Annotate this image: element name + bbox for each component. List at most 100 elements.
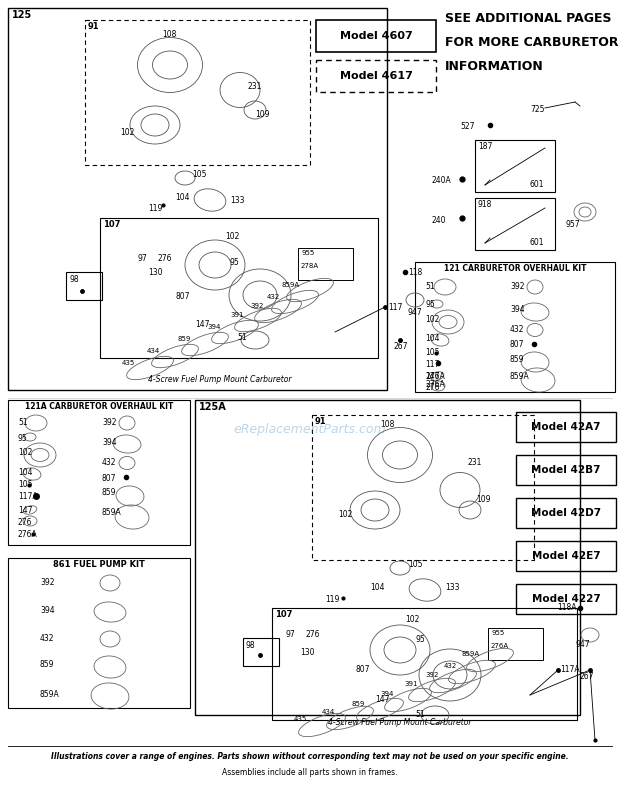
Text: 102: 102 <box>225 232 239 241</box>
Text: 861 FUEL PUMP KIT: 861 FUEL PUMP KIT <box>53 560 145 569</box>
Text: 104: 104 <box>18 468 32 477</box>
Text: 276A: 276A <box>425 372 445 381</box>
Text: 947: 947 <box>407 308 422 317</box>
Text: 51: 51 <box>415 710 425 719</box>
Text: 147: 147 <box>375 695 389 704</box>
Text: 231: 231 <box>468 458 482 467</box>
Text: 187: 187 <box>478 142 492 151</box>
Text: 240A: 240A <box>432 176 452 185</box>
Text: 121 CARBURETOR OVERHAUL KIT: 121 CARBURETOR OVERHAUL KIT <box>444 264 587 273</box>
Bar <box>66 272 102 300</box>
Text: 267: 267 <box>393 342 407 351</box>
Bar <box>316 20 436 52</box>
Text: 51: 51 <box>18 418 28 427</box>
Bar <box>488 628 543 660</box>
Bar <box>516 498 616 528</box>
Text: 807: 807 <box>175 292 190 301</box>
Text: 4-Screw Fuel Pump Mount Carburetor: 4-Screw Fuel Pump Mount Carburetor <box>148 375 292 384</box>
Text: 107: 107 <box>103 220 120 229</box>
Text: 95: 95 <box>415 635 425 644</box>
Text: 125: 125 <box>12 10 32 20</box>
Text: 102: 102 <box>405 615 419 624</box>
Text: 859: 859 <box>102 488 117 497</box>
Text: 725: 725 <box>530 105 544 114</box>
Bar <box>316 60 436 92</box>
Text: 859A: 859A <box>462 651 480 657</box>
Text: Model 42A7: Model 42A7 <box>531 422 601 432</box>
Text: 276A: 276A <box>18 530 38 539</box>
Text: Model 4607: Model 4607 <box>340 31 412 41</box>
Text: 807: 807 <box>510 340 525 349</box>
Bar <box>415 262 615 392</box>
Text: 51: 51 <box>425 282 435 291</box>
Text: FOR MORE CARBURETOR: FOR MORE CARBURETOR <box>445 36 619 49</box>
Text: 117A: 117A <box>560 665 580 674</box>
Text: 601: 601 <box>530 180 544 189</box>
Text: 133: 133 <box>445 583 459 592</box>
Text: 432: 432 <box>510 325 525 334</box>
Text: 91: 91 <box>315 417 327 426</box>
Text: 392: 392 <box>40 578 55 587</box>
Bar <box>312 415 534 560</box>
Text: 133: 133 <box>230 196 244 205</box>
Text: 95: 95 <box>230 258 240 267</box>
Text: 807: 807 <box>355 665 370 674</box>
Text: 859: 859 <box>352 701 365 707</box>
Text: 527: 527 <box>460 122 474 131</box>
Text: Model 42D7: Model 42D7 <box>531 508 601 518</box>
Text: 278A: 278A <box>301 263 319 269</box>
Text: 394: 394 <box>102 438 117 447</box>
Text: 859A: 859A <box>282 282 300 288</box>
Text: 807: 807 <box>102 474 117 483</box>
Text: 918: 918 <box>478 200 492 209</box>
Text: 394: 394 <box>207 324 220 330</box>
Text: 109: 109 <box>476 495 490 504</box>
Text: 267: 267 <box>580 672 595 681</box>
Text: SEE ADDITIONAL PAGES: SEE ADDITIONAL PAGES <box>445 12 611 25</box>
Text: 391: 391 <box>230 312 244 318</box>
Text: 102: 102 <box>120 128 135 137</box>
Text: 432: 432 <box>102 458 117 467</box>
Text: 147: 147 <box>18 506 32 515</box>
Bar <box>272 608 577 720</box>
Bar <box>475 198 555 250</box>
Text: 240: 240 <box>432 216 446 225</box>
Text: 98: 98 <box>69 275 79 284</box>
Text: 105: 105 <box>18 480 32 489</box>
Text: Model 42E7: Model 42E7 <box>532 551 600 561</box>
Bar <box>8 558 190 708</box>
Bar <box>516 455 616 485</box>
Text: Model 4227: Model 4227 <box>531 594 600 604</box>
Text: 955: 955 <box>491 630 504 636</box>
Text: 108: 108 <box>162 30 176 39</box>
Text: 435: 435 <box>122 360 135 366</box>
Bar <box>516 412 616 442</box>
Text: 97: 97 <box>285 630 294 639</box>
Text: 130: 130 <box>148 268 162 277</box>
Bar <box>8 8 387 390</box>
Bar <box>298 248 353 280</box>
Text: 432: 432 <box>40 634 55 643</box>
Text: 117: 117 <box>425 360 440 369</box>
Text: 102: 102 <box>18 448 32 457</box>
Text: 859: 859 <box>177 336 190 342</box>
Text: 392: 392 <box>102 418 117 427</box>
Text: 276: 276 <box>158 254 172 263</box>
Text: 435: 435 <box>294 716 308 722</box>
Text: 147: 147 <box>195 320 210 329</box>
Text: 105: 105 <box>425 348 440 357</box>
Text: 276A: 276A <box>491 643 509 649</box>
Text: 97: 97 <box>137 254 147 263</box>
Bar <box>100 218 378 358</box>
Text: 947: 947 <box>575 640 590 649</box>
Text: 601: 601 <box>530 238 544 247</box>
Text: Assemblies include all parts shown in frames.: Assemblies include all parts shown in fr… <box>222 768 398 777</box>
Text: 109: 109 <box>255 110 270 119</box>
Text: 104: 104 <box>370 583 384 592</box>
Text: 125A: 125A <box>199 402 227 412</box>
Text: 95: 95 <box>18 434 28 443</box>
Text: 4-Screw Fuel Pump Mount Carburetor: 4-Screw Fuel Pump Mount Carburetor <box>328 718 472 727</box>
Text: 95: 95 <box>425 300 435 309</box>
Text: 434: 434 <box>322 709 335 715</box>
Text: 276A: 276A <box>425 380 445 389</box>
